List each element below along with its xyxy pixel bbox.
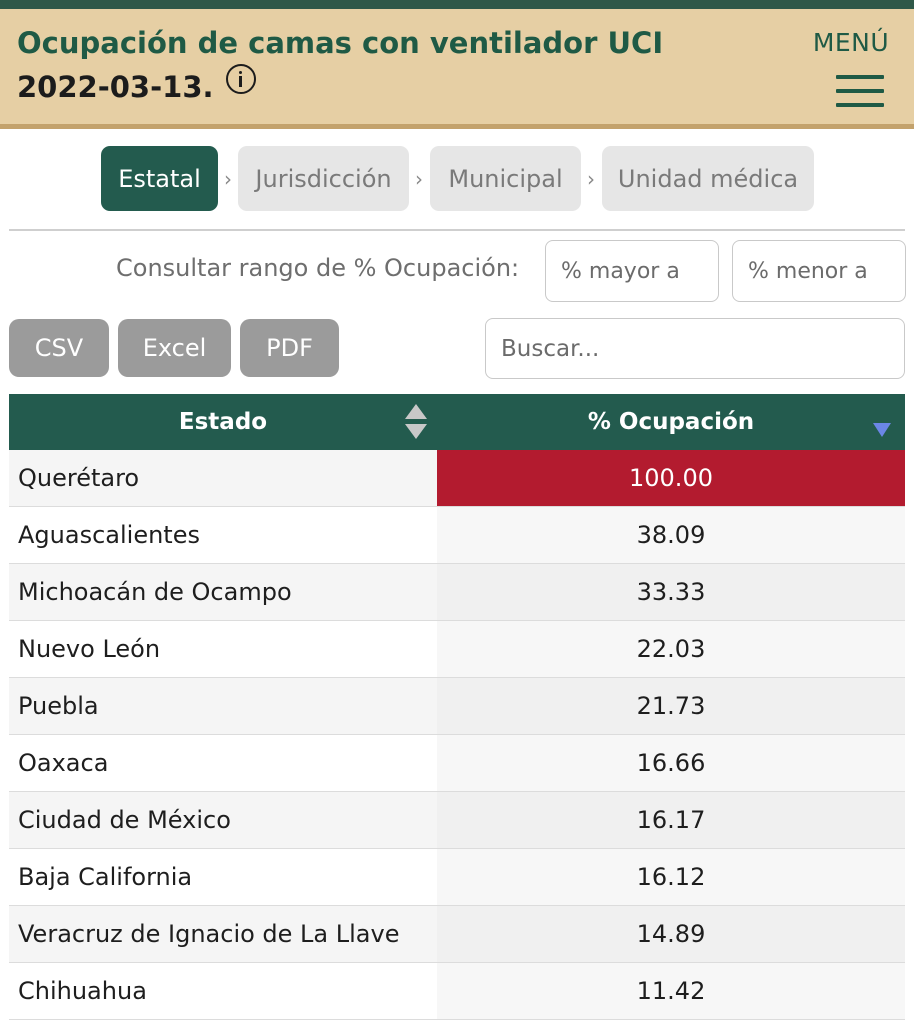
breadcrumb: Estatal › Jurisdicción › Municipal › Uni… — [0, 146, 914, 212]
table-body: Querétaro 100.00 Aguascalientes 38.09 Michoa… — [9, 450, 905, 1020]
table-row[interactable]: Ciudad de México 16.17 — [9, 792, 905, 849]
cell-ocupacion: 22.03 — [437, 621, 905, 677]
column-header-label: Estado — [178, 409, 268, 435]
table-row[interactable]: Oaxaca 16.66 — [9, 735, 905, 792]
breadcrumb-jurisdiccion[interactable]: Jurisdicción — [238, 146, 409, 211]
breadcrumb-unidad-medica[interactable]: Unidad médica — [602, 146, 814, 211]
cell-ocupacion: 21.73 — [437, 678, 905, 734]
page-header: Ocupación de camas con ventilador UCI 20… — [0, 9, 914, 129]
hamburger-menu-icon[interactable] — [836, 75, 884, 107]
cell-estado: Michoacán de Ocampo — [9, 564, 437, 620]
report-date-text: 2022-03-13. — [17, 70, 214, 104]
column-header-estado[interactable]: Estado — [9, 394, 437, 450]
cell-ocupacion: 14.89 — [437, 906, 905, 962]
column-header-ocupacion[interactable]: % Ocupación — [437, 394, 905, 450]
cell-ocupacion: 38.09 — [437, 507, 905, 563]
csv-button[interactable]: CSV — [9, 319, 109, 377]
range-filter-label: Consultar rango de % Ocupación: — [116, 254, 520, 282]
cell-estado: Ciudad de México — [9, 792, 437, 848]
page-title: Ocupación de camas con ventilador UCI — [17, 26, 664, 60]
min-percent-input[interactable] — [545, 240, 719, 302]
cell-ocupacion: 16.17 — [437, 792, 905, 848]
breadcrumb-municipal[interactable]: Municipal — [430, 146, 581, 211]
cell-estado: Oaxaca — [9, 735, 437, 791]
chevron-right-icon: › — [587, 166, 595, 191]
table-header: Estado % Ocupación — [9, 394, 905, 450]
table-row[interactable]: Michoacán de Ocampo 33.33 — [9, 564, 905, 621]
cell-estado: Veracruz de Ignacio de La Llave — [9, 906, 437, 962]
report-date: 2022-03-13. — [17, 64, 256, 108]
top-strip — [0, 0, 914, 9]
table-row[interactable]: Nuevo León 22.03 — [9, 621, 905, 678]
table-row[interactable]: Baja California 16.12 — [9, 849, 905, 906]
cell-estado: Nuevo León — [9, 621, 437, 677]
occupancy-table: Estado % Ocupación Querétaro 100.00 Aguasc… — [9, 394, 905, 1020]
search-input[interactable] — [485, 318, 905, 379]
cell-estado: Baja California — [9, 849, 437, 905]
cell-estado: Puebla — [9, 678, 437, 734]
cell-ocupacion: 100.00 — [437, 450, 905, 506]
cell-ocupacion: 16.66 — [437, 735, 905, 791]
table-row[interactable]: Chihuahua 11.42 — [9, 963, 905, 1020]
chevron-right-icon: › — [224, 166, 232, 191]
info-icon[interactable] — [225, 64, 256, 94]
menu-label[interactable]: MENÚ — [812, 28, 890, 57]
table-row[interactable]: Querétaro 100.00 — [9, 450, 905, 507]
cell-ocupacion: 33.33 — [437, 564, 905, 620]
chevron-right-icon: › — [415, 166, 423, 191]
divider — [9, 229, 905, 231]
table-row[interactable]: Veracruz de Ignacio de La Llave 14.89 — [9, 906, 905, 963]
cell-ocupacion: 16.12 — [437, 849, 905, 905]
table-row[interactable]: Puebla 21.73 — [9, 678, 905, 735]
cell-estado: Chihuahua — [9, 963, 437, 1019]
sort-desc-icon[interactable] — [873, 423, 891, 437]
cell-estado: Aguascalientes — [9, 507, 437, 563]
breadcrumb-estatal[interactable]: Estatal — [101, 146, 218, 211]
pdf-button[interactable]: PDF — [240, 319, 339, 377]
excel-button[interactable]: Excel — [118, 319, 231, 377]
sort-both-icon[interactable] — [405, 404, 427, 440]
max-percent-input[interactable] — [732, 240, 906, 302]
cell-ocupacion: 11.42 — [437, 963, 905, 1019]
table-row[interactable]: Aguascalientes 38.09 — [9, 507, 905, 564]
cell-estado: Querétaro — [9, 450, 437, 506]
column-header-label: % Ocupación — [587, 409, 755, 435]
